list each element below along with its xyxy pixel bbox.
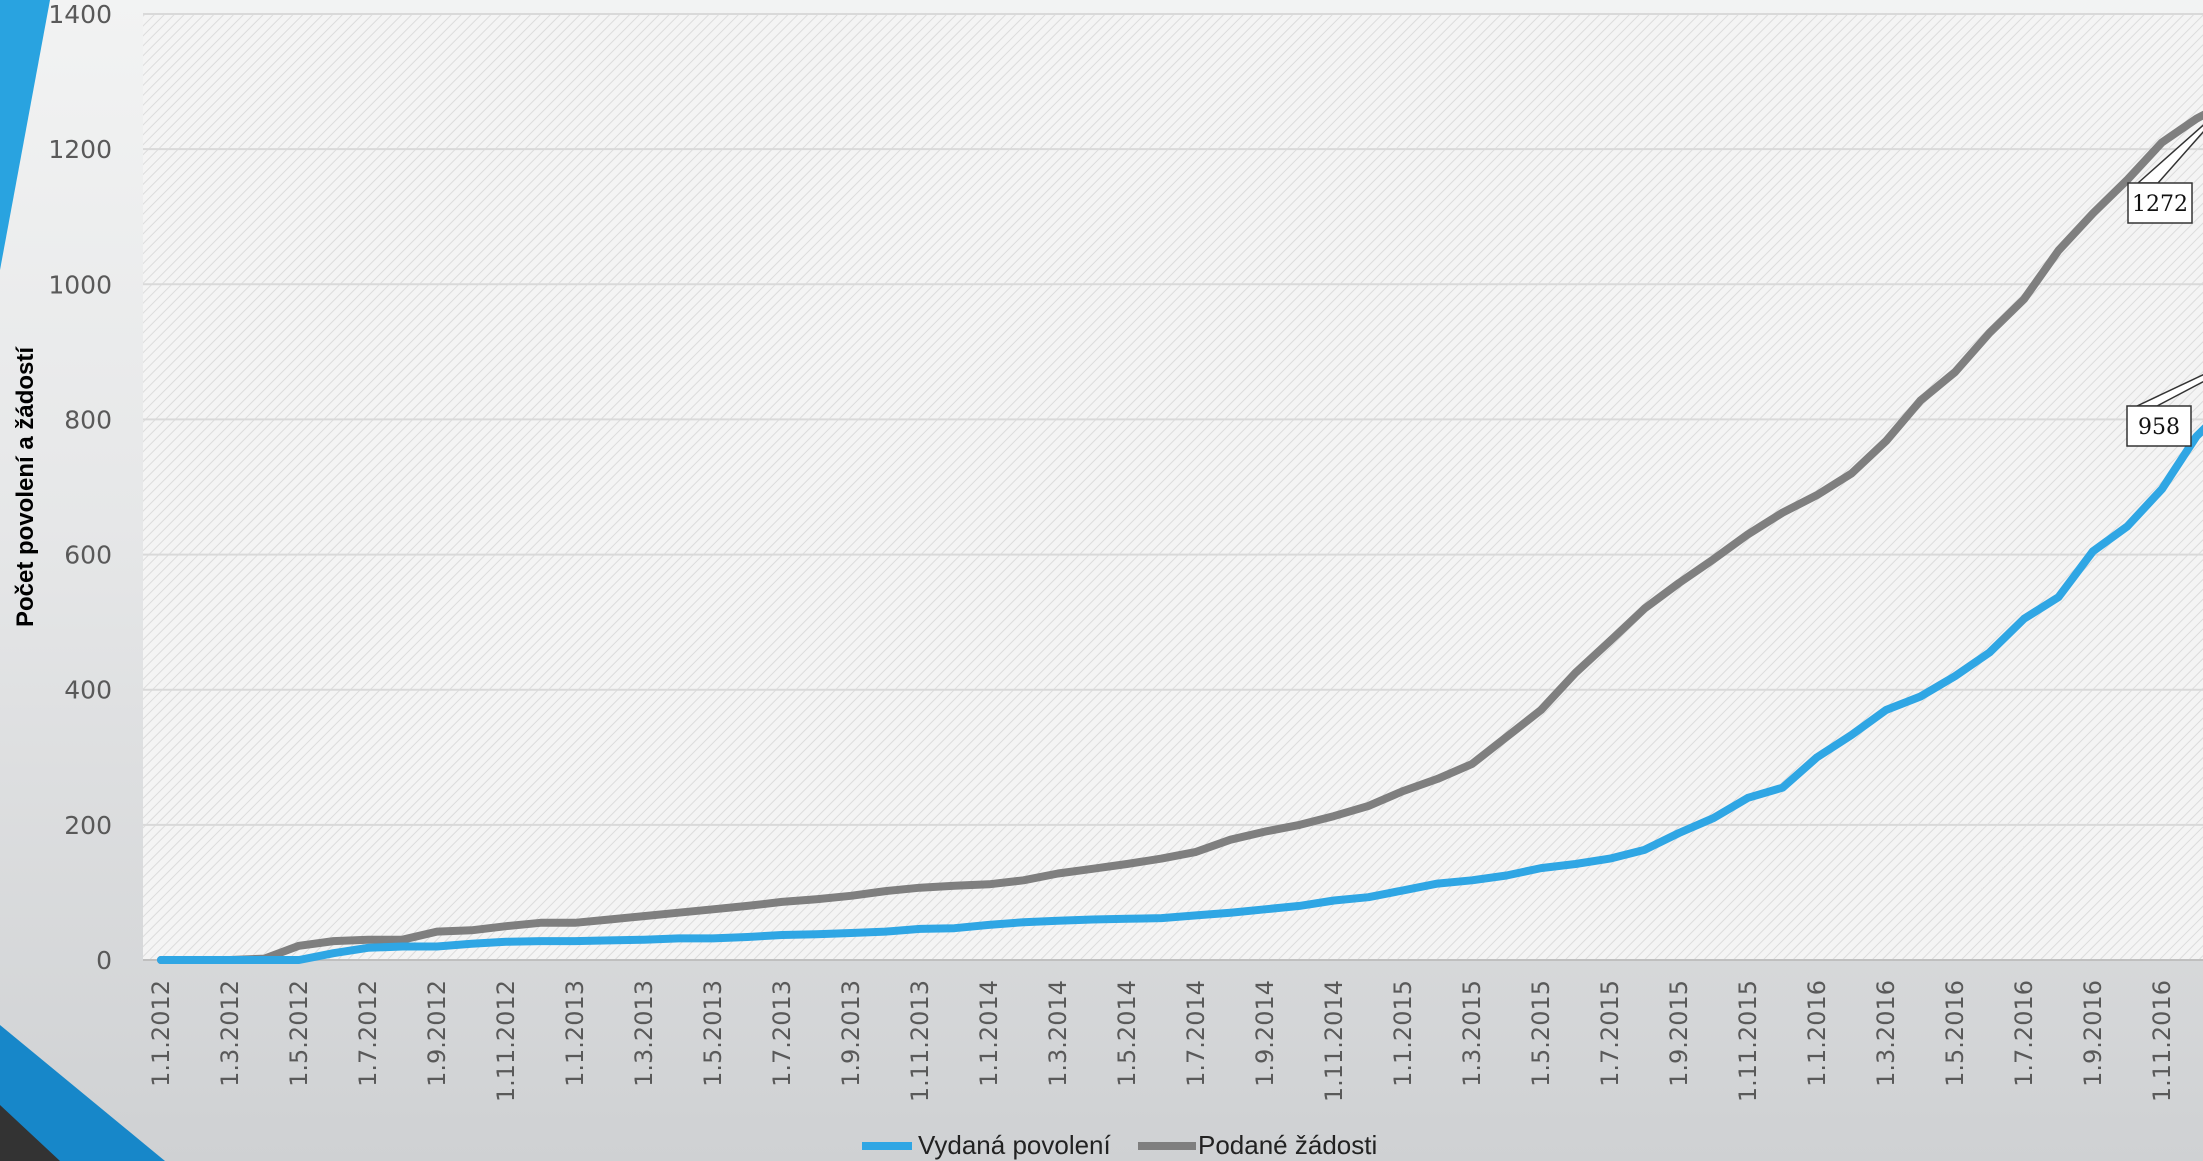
x-tick-label: 1.3.2016 bbox=[1872, 980, 1900, 1087]
y-tick-label: 1000 bbox=[48, 270, 112, 299]
x-tick-label: 1.11.2015 bbox=[1734, 980, 1762, 1102]
x-tick-label: 1.7.2014 bbox=[1182, 980, 1210, 1087]
y-tick-label: 200 bbox=[64, 811, 112, 840]
end-label-vydana-box bbox=[2126, 405, 2192, 447]
x-tick-label: 1.1.2014 bbox=[975, 980, 1003, 1087]
x-tick-label: 1.3.2015 bbox=[1458, 980, 1486, 1087]
end-label-podane: 1272 bbox=[2132, 192, 2188, 217]
x-tick-label: 1.11.2016 bbox=[2148, 980, 2176, 1102]
x-tick-label: 1.9.2013 bbox=[837, 980, 865, 1087]
series-line-podane-zadosti bbox=[157, 110, 2203, 964]
series-lines bbox=[157, 110, 2203, 964]
y-axis-label: Počet povolení a žádostí bbox=[12, 346, 39, 627]
x-tick-label: 1.1.2016 bbox=[1803, 980, 1831, 1087]
slide-accent-bottom-left bbox=[0, 1025, 165, 1161]
slide-accent-bottom-left-dark bbox=[0, 1105, 60, 1161]
series-line-vydana-povoleni bbox=[157, 424, 2203, 964]
legend: Vydaná povolení Podané žádosti bbox=[862, 1130, 1377, 1160]
y-tick-label: 400 bbox=[64, 676, 112, 705]
end-label-podane-box bbox=[2127, 182, 2193, 224]
x-tick-label: 1.11.2014 bbox=[1320, 980, 1348, 1102]
y-tick-label: 600 bbox=[64, 541, 112, 570]
y-tick-label: 0 bbox=[96, 946, 112, 975]
x-tick-label: 1.9.2015 bbox=[1665, 980, 1693, 1087]
x-tick-label: 1.11.2012 bbox=[492, 980, 520, 1102]
end-label-vydana: 958 bbox=[2138, 415, 2180, 440]
y-tick-label: 1400 bbox=[48, 0, 112, 29]
x-tick-label: 1.11.2013 bbox=[906, 980, 934, 1102]
x-tick-label: 1.1.2012 bbox=[147, 980, 175, 1087]
x-tick-label: 1.1.2013 bbox=[561, 980, 589, 1087]
x-tick-label: 1.9.2012 bbox=[423, 980, 451, 1087]
x-tick-label: 1.3.2014 bbox=[1044, 980, 1072, 1087]
x-tick-label: 1.3.2013 bbox=[630, 980, 658, 1087]
x-tick-label: 1.5.2016 bbox=[1941, 980, 1969, 1087]
x-tick-label: 1.9.2014 bbox=[1251, 980, 1279, 1087]
slide-accent-top-left bbox=[0, 0, 50, 270]
x-tick-label: 1.7.2015 bbox=[1596, 980, 1624, 1087]
x-tick-label: 1.7.2013 bbox=[768, 980, 796, 1087]
x-tick-label: 1.5.2014 bbox=[1113, 980, 1141, 1087]
x-tick-label: 1.5.2013 bbox=[699, 980, 727, 1087]
plot-area bbox=[143, 14, 2203, 960]
legend-label-podane: Podané žádosti bbox=[1198, 1130, 1377, 1160]
x-tick-label: 1.9.2016 bbox=[2079, 980, 2107, 1087]
x-tick-label: 1.3.2012 bbox=[216, 980, 244, 1087]
y-tick-label: 1200 bbox=[48, 135, 112, 164]
y-tick-label: 800 bbox=[64, 405, 112, 434]
x-tick-label: 1.1.2015 bbox=[1389, 980, 1417, 1087]
axes: 0 200 400 600 800 1000 1200 1400 1.1.2012 1.3.201… bbox=[48, 0, 2203, 1102]
x-tick-label: 1.5.2012 bbox=[285, 980, 313, 1087]
legend-label-vydana: Vydaná povolení bbox=[918, 1130, 1112, 1160]
x-tick-label: 1.5.2015 bbox=[1527, 980, 1555, 1087]
x-tick-label: 1.7.2012 bbox=[354, 980, 382, 1087]
x-tick-label: 1.7.2016 bbox=[2010, 980, 2038, 1087]
end-labels: 1272 958 bbox=[2126, 124, 2203, 447]
